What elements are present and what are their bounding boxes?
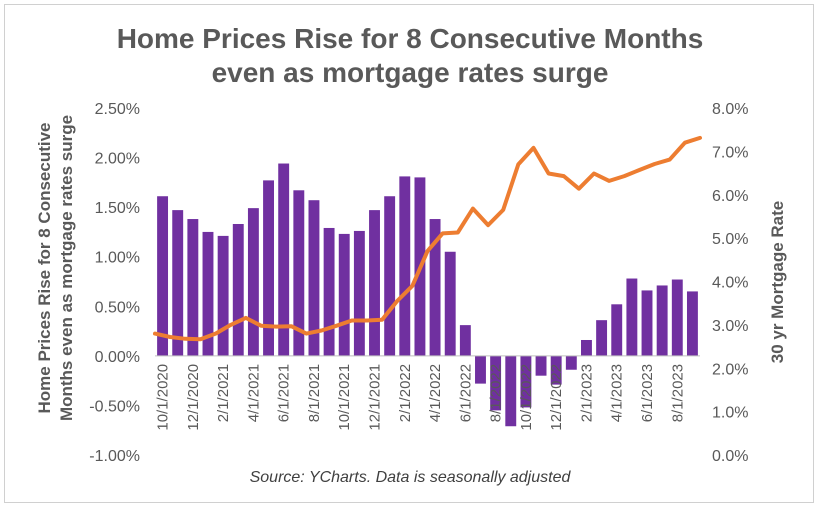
bar-1/1/2022 — [384, 196, 396, 356]
bar-11/1/2022 — [535, 355, 547, 376]
bar-5/1/2022 — [444, 251, 456, 356]
bar-8/1/2022 — [490, 355, 502, 411]
x-tick-label: 6/1/2022 — [457, 364, 474, 422]
x-tick-label: 4/1/2022 — [427, 364, 444, 422]
x-tick-label: 8/1/2021 — [306, 364, 323, 422]
bar-6/1/2023 — [641, 290, 653, 356]
left-axis-label-line-2: Months even as mortgage rates surge — [57, 115, 76, 421]
bar-2/1/2022 — [399, 176, 411, 356]
bar-5/1/2021 — [263, 180, 274, 356]
right-tick-label: 2.0% — [712, 361, 748, 378]
bar-10/1/2020 — [157, 196, 169, 356]
x-tick-label: 4/1/2023 — [609, 364, 626, 422]
mortgage-rate-line — [153, 135, 702, 342]
x-tick-label: 8/1/2022 — [488, 364, 505, 422]
x-tick-label: 10/1/2022 — [518, 364, 535, 431]
bar-3/1/2021 — [232, 223, 244, 356]
bar-11/1/2021 — [353, 230, 365, 356]
bar-9/1/2021 — [323, 227, 335, 356]
bar-9/1/2023 — [686, 291, 698, 356]
right-axis-ticks: 8.0% 7.0% 6.0% 5.0% 4.0% 3.0% 2.0% 1.0% 0.0% — [712, 101, 748, 465]
right-tick-label: 4.0% — [712, 275, 748, 292]
right-tick-label: 0.0% — [712, 448, 748, 465]
bar-6/1/2022 — [459, 325, 471, 356]
bar-10/1/2021 — [338, 233, 350, 356]
chart-frame — [4, 4, 814, 503]
bar-4/1/2022 — [429, 219, 441, 356]
right-tick-label: 7.0% — [712, 144, 748, 161]
x-axis-ticks: 10/1/2020 12/1/2020 2/1/2021 4/1/2021 6/1/20… — [155, 364, 687, 431]
bar-6/1/2021 — [278, 163, 290, 356]
right-tick-label: 3.0% — [712, 318, 748, 335]
x-tick-label: 12/1/2022 — [548, 364, 565, 431]
left-tick-label: -0.50% — [89, 398, 140, 415]
bar-2/1/2023 — [581, 339, 592, 356]
left-tick-label: 1.50% — [95, 200, 140, 217]
right-axis-label: 30 yr Mortgage Rate — [768, 201, 787, 364]
chart-title-line-2: even as mortgage rates surge — [211, 57, 609, 88]
bar-3/1/2023 — [596, 320, 608, 356]
right-tick-label: 6.0% — [712, 188, 748, 205]
bar-12/1/2021 — [369, 210, 380, 356]
x-tick-label: 6/1/2021 — [276, 364, 293, 422]
bar-12/1/2020 — [187, 219, 199, 356]
x-tick-label: 10/1/2020 — [155, 364, 172, 431]
right-tick-label: 8.0% — [712, 101, 748, 118]
left-axis-ticks: 2.50% 2.00% 1.50% 1.00% 0.50% 0.00% -0.50% -1.0… — [89, 101, 140, 465]
bar-11/1/2020 — [172, 210, 184, 356]
left-tick-label: 2.00% — [95, 151, 140, 168]
left-tick-label: 2.50% — [95, 101, 140, 118]
right-tick-label: 1.0% — [712, 405, 748, 422]
bar-2/1/2021 — [217, 235, 229, 356]
left-axis-label-line-1: Home Prices Rise for 8 Consecutive — [35, 122, 54, 413]
bar-8/1/2023 — [671, 279, 683, 356]
left-tick-label: 0.00% — [95, 349, 140, 366]
x-tick-label: 2/1/2021 — [215, 364, 232, 422]
bar-4/1/2023 — [611, 304, 623, 356]
x-tick-label: 2/1/2023 — [579, 364, 596, 422]
bar-7/1/2023 — [656, 285, 668, 356]
x-tick-label: 10/1/2021 — [336, 364, 353, 431]
x-tick-label: 12/1/2021 — [367, 364, 384, 431]
left-tick-label: -1.00% — [89, 448, 140, 465]
bar-9/1/2022 — [505, 355, 517, 427]
chart-source-note: Source: YCharts. Data is seasonally adju… — [249, 469, 571, 486]
bar-7/1/2022 — [475, 355, 486, 384]
bar-1/1/2023 — [565, 355, 577, 370]
bar-1/1/2021 — [202, 231, 214, 356]
left-tick-label: 0.50% — [95, 299, 140, 316]
x-tick-label: 12/1/2020 — [185, 364, 202, 431]
bar-8/1/2021 — [308, 200, 320, 356]
x-tick-label: 6/1/2023 — [639, 364, 656, 422]
bar-12/1/2022 — [550, 355, 562, 385]
x-tick-label: 2/1/2022 — [397, 364, 414, 422]
bar-5/1/2023 — [626, 278, 638, 356]
bar-4/1/2021 — [247, 208, 259, 356]
bar-10/1/2022 — [520, 355, 532, 408]
chart-title-line-1: Home Prices Rise for 8 Consecutive Month… — [116, 23, 704, 54]
right-tick-label: 5.0% — [712, 231, 748, 248]
left-tick-label: 1.00% — [95, 250, 140, 267]
x-tick-label: 8/1/2023 — [669, 364, 686, 422]
x-tick-label: 4/1/2021 — [245, 364, 262, 422]
bar-7/1/2021 — [293, 190, 305, 356]
